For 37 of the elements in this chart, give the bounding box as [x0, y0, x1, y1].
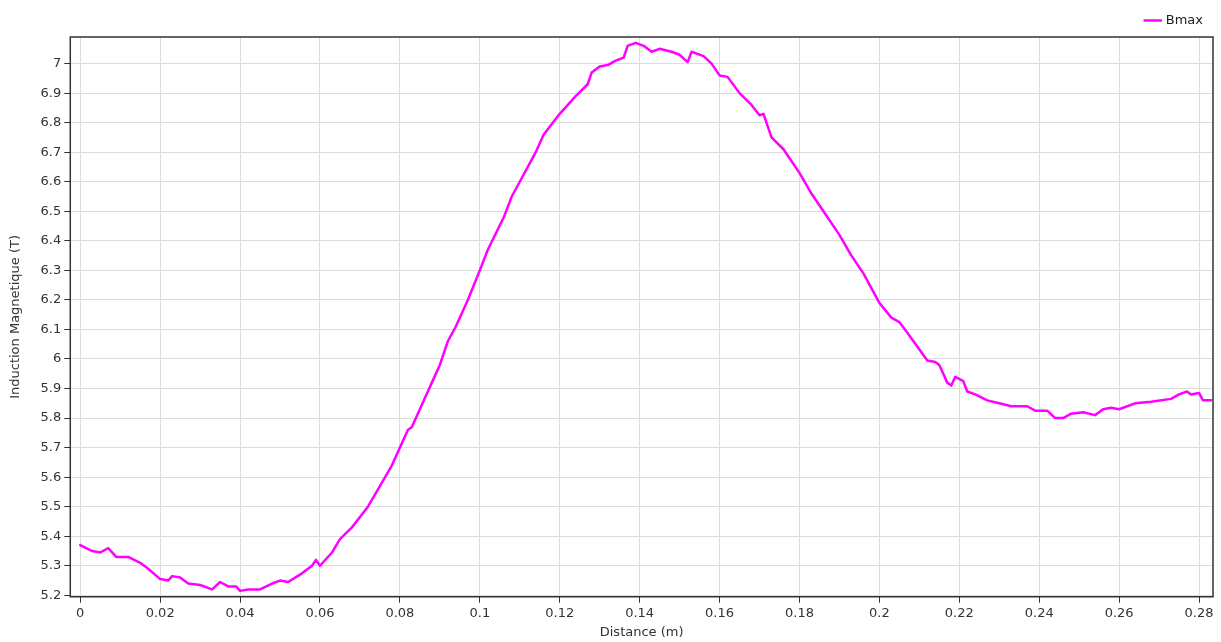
- y-tick-label: 5.7: [40, 438, 62, 454]
- y-tick-label: 5.4: [40, 527, 62, 543]
- y-tick-label: 7: [52, 54, 62, 70]
- x-tick-label: 0.2: [869, 604, 890, 620]
- x-tick-label: 0.02: [145, 604, 175, 620]
- y-tick-label: 6.1: [40, 320, 62, 336]
- x-tick-label: 0.12: [545, 604, 575, 620]
- y-tick-label: 5.8: [40, 409, 62, 425]
- y-tick-label: 5.5: [40, 498, 62, 514]
- legend-label: Bmax: [1165, 11, 1204, 27]
- x-tick-label: 0.04: [225, 604, 255, 620]
- x-tick-label: 0.24: [1024, 604, 1054, 620]
- x-tick-label: 0.18: [784, 604, 814, 620]
- y-tick-label: 5.3: [40, 557, 62, 573]
- y-tick-label: 6.6: [40, 173, 62, 189]
- y-tick-label: 5.2: [40, 586, 62, 602]
- y-tick-label: 6.9: [40, 84, 62, 100]
- y-tick-label: 6.3: [40, 261, 62, 277]
- x-tick-label: 0: [76, 604, 85, 620]
- y-tick-label: 5.9: [40, 379, 62, 395]
- y-tick-label: 6: [52, 350, 62, 366]
- x-tick-label: 0.06: [305, 604, 335, 620]
- x-tick-label: 0.16: [705, 604, 735, 620]
- y-tick-label: 6.4: [40, 232, 62, 248]
- x-tick-label: 0.08: [385, 604, 415, 620]
- y-tick-label: 6.7: [40, 143, 62, 159]
- y-tick-label: 6.5: [40, 202, 62, 218]
- x-axis-title: Distance (m): [599, 623, 684, 639]
- y-tick-label: 5.6: [40, 468, 62, 484]
- x-tick-label: 0.28: [1184, 604, 1214, 620]
- y-tick-label: 6.2: [40, 291, 62, 307]
- y-tick-label: 6.8: [40, 114, 62, 130]
- y-axis-title: Induction Magnetique (T): [7, 234, 23, 399]
- x-tick-label: 0.1: [469, 604, 491, 620]
- x-tick-label: 0.26: [1104, 604, 1134, 620]
- x-tick-label: 0.22: [944, 604, 974, 620]
- x-tick-label: 0.14: [625, 604, 655, 620]
